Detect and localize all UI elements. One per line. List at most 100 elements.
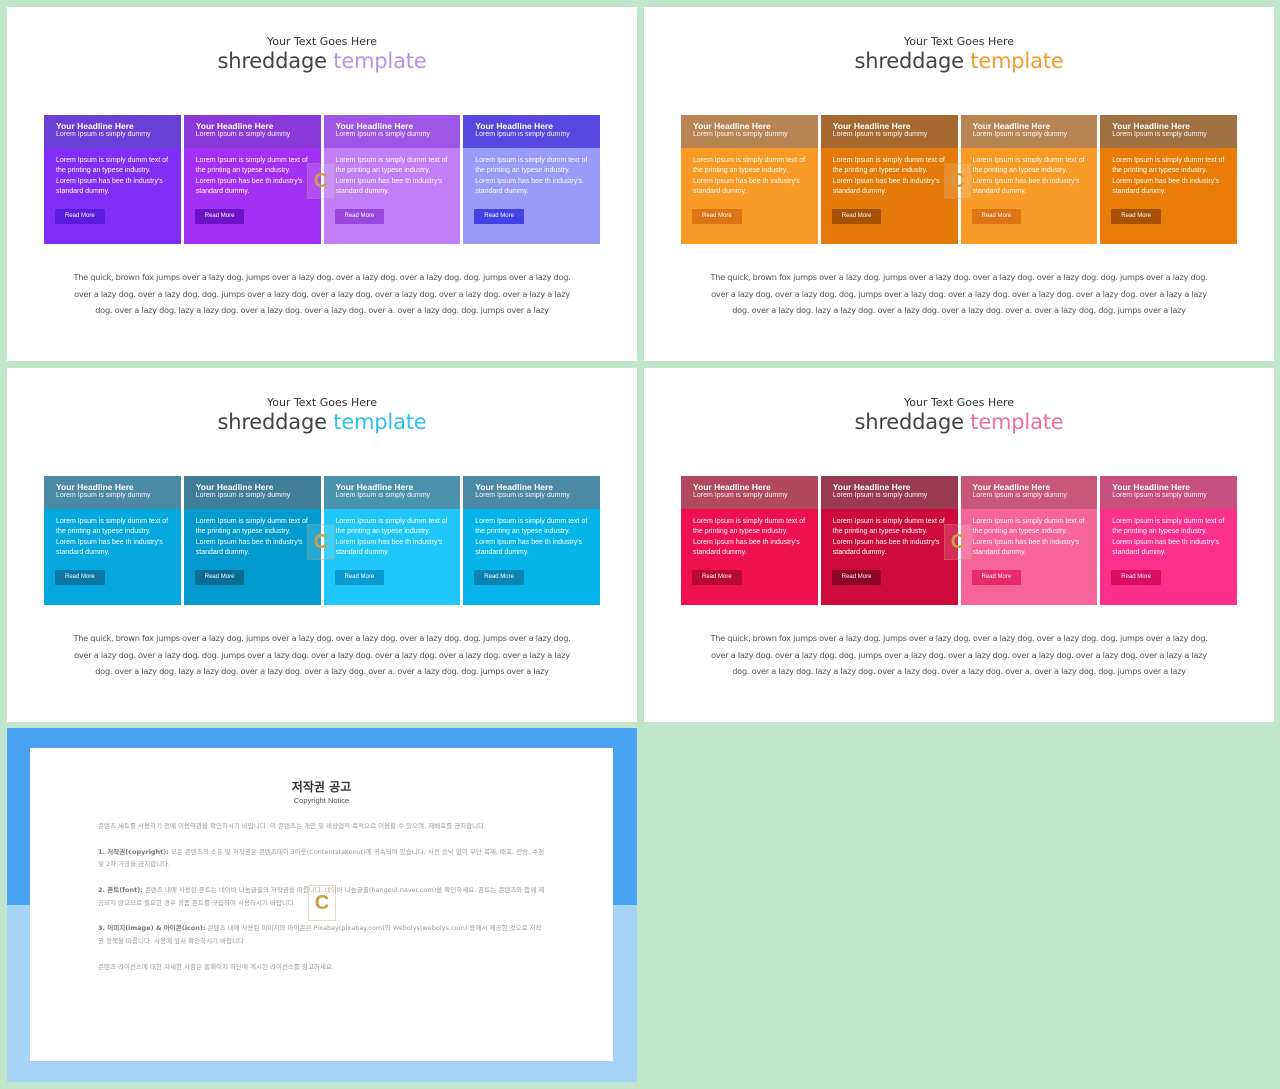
card-header: Your Headline Here Lorem Ipsum is simply… bbox=[183, 476, 321, 509]
info-card: Your Headline Here Lorem Ipsum is simply… bbox=[183, 476, 321, 605]
card-text: Lorem Ipsum is simply dumm text of the p… bbox=[693, 518, 806, 556]
logo-watermark-icon: C bbox=[944, 163, 972, 199]
card-row: Your Headline Here Lorem Ipsum is simply… bbox=[44, 115, 600, 244]
card-header: Your Headline Here Lorem Ipsum is simply… bbox=[323, 115, 461, 148]
card-text: Lorem Ipsum is simply dumm text of the p… bbox=[475, 157, 588, 195]
read-more-button[interactable]: Read More bbox=[692, 209, 742, 224]
slide-title: shreddage template bbox=[644, 49, 1274, 73]
logo-watermark-icon: C bbox=[308, 885, 336, 921]
card-body: Lorem Ipsum is simply dumm text of the p… bbox=[681, 148, 818, 244]
notice-outro: 콘텐츠 라이선스에 대한 자세한 사항은 홈페이지 하단에 게시된 라이선스를 … bbox=[98, 962, 334, 971]
card-header: Your Headline Here Lorem Ipsum is simply… bbox=[960, 476, 1098, 509]
card-text: Lorem Ipsum is simply dumm text of the p… bbox=[693, 157, 806, 195]
notice-section-copyright: 1. 저작권(copyright): 모든 콘텐츠의 소유 및 저작권은 콘텐츠… bbox=[98, 846, 547, 872]
read-more-button[interactable]: Read More bbox=[1111, 209, 1161, 224]
card-body: Lorem Ipsum is simply dumm text of the p… bbox=[183, 509, 321, 605]
card-text: Lorem Ipsum is simply dumm text of the p… bbox=[1112, 157, 1225, 195]
card-subline: Lorem Ipsum is simply dummy bbox=[1112, 131, 1207, 138]
card-headline: Your Headline Here bbox=[972, 482, 1051, 492]
logo-watermark-icon: C bbox=[307, 163, 335, 199]
read-more-button[interactable]: Read More bbox=[334, 570, 385, 585]
notice-section-font: 2. 폰트(font): 콘텐츠 내에 사용된 폰트는 네이버 나눔글꼴의 저작… bbox=[98, 884, 547, 910]
card-row: Your Headline Here Lorem Ipsum is simply… bbox=[681, 115, 1237, 244]
card-text: Lorem Ipsum is simply dumm text of the p… bbox=[972, 157, 1085, 195]
card-headline: Your Headline Here bbox=[335, 482, 414, 492]
read-more-button[interactable]: Read More bbox=[692, 570, 742, 585]
read-more-button[interactable]: Read More bbox=[194, 209, 245, 224]
slide-subtitle: Your Text Goes Here bbox=[266, 35, 378, 48]
read-more-button[interactable]: Read More bbox=[1111, 570, 1161, 585]
slide-title: shreddage template bbox=[644, 410, 1274, 434]
read-more-button[interactable]: Read More bbox=[474, 570, 524, 585]
card-body: Lorem Ipsum is simply dumm text of the p… bbox=[323, 509, 461, 605]
card-subline: Lorem Ipsum is simply dummy bbox=[1112, 492, 1207, 499]
card-row: Your Headline Here Lorem Ipsum is simply… bbox=[681, 476, 1237, 605]
info-card: Your Headline Here Lorem Ipsum is simply… bbox=[681, 115, 818, 244]
card-text: Lorem Ipsum is simply dumm text of the p… bbox=[972, 518, 1085, 556]
card-subline: Lorem Ipsum is simply dummy bbox=[195, 492, 291, 499]
read-more-button[interactable]: Read More bbox=[971, 209, 1022, 224]
card-text: Lorem Ipsum is simply dumm text of the p… bbox=[56, 157, 169, 195]
info-card: Your Headline Here Lorem Ipsum is simply… bbox=[183, 115, 321, 244]
notice-title: 저작권 공고 bbox=[291, 780, 352, 794]
card-body: Lorem Ipsum is simply dumm text of the p… bbox=[820, 148, 958, 244]
body-paragraph: The quick, brown fox jumps over a lazy d… bbox=[73, 633, 571, 676]
info-card: Your Headline Here Lorem Ipsum is simply… bbox=[323, 476, 461, 605]
card-subline: Lorem Ipsum is simply dummy bbox=[972, 131, 1068, 138]
card-subline: Lorem Ipsum is simply dummy bbox=[56, 131, 151, 138]
body-paragraph: The quick, brown fox jumps over a lazy d… bbox=[73, 272, 571, 315]
card-subline: Lorem Ipsum is simply dummy bbox=[475, 131, 570, 138]
card-headline: Your Headline Here bbox=[1112, 121, 1191, 131]
card-body: Lorem Ipsum is simply dumm text of the p… bbox=[463, 509, 600, 605]
title-accent: template bbox=[333, 49, 427, 73]
notice-section-text: 모든 콘텐츠의 소유 및 저작권은 콘텐츠테이크아웃(Contentstakeo… bbox=[98, 847, 545, 869]
read-more-button[interactable]: Read More bbox=[831, 570, 882, 585]
info-card: Your Headline Here Lorem Ipsum is simply… bbox=[1100, 115, 1237, 244]
title-main: shreddage bbox=[854, 410, 964, 434]
card-header: Your Headline Here Lorem Ipsum is simply… bbox=[681, 115, 818, 148]
slide-title: shreddage template bbox=[7, 49, 637, 73]
info-card: Your Headline Here Lorem Ipsum is simply… bbox=[463, 476, 600, 605]
title-main: shreddage bbox=[217, 49, 327, 73]
card-subline: Lorem Ipsum is simply dummy bbox=[972, 492, 1068, 499]
card-headline: Your Headline Here bbox=[693, 482, 771, 492]
read-more-button[interactable]: Read More bbox=[334, 209, 385, 224]
notice-section-image: 3. 이미지(image) & 아이콘(icon): 콘텐츠 내에 사용된 이미… bbox=[98, 922, 547, 948]
title-accent: template bbox=[970, 410, 1064, 434]
card-body: Lorem Ipsum is simply dumm text of the p… bbox=[960, 509, 1098, 605]
card-headline: Your Headline Here bbox=[832, 482, 911, 492]
card-header: Your Headline Here Lorem Ipsum is simply… bbox=[463, 115, 600, 148]
card-header: Your Headline Here Lorem Ipsum is simply… bbox=[44, 476, 181, 509]
card-headline: Your Headline Here bbox=[475, 482, 554, 492]
read-more-button[interactable]: Read More bbox=[55, 570, 105, 585]
card-headline: Your Headline Here bbox=[195, 121, 274, 131]
notice-section-label: 3. 이미지(image) & 아이콘(icon): bbox=[98, 924, 206, 933]
slide-title: shreddage template bbox=[7, 410, 637, 434]
read-more-button[interactable]: Read More bbox=[194, 570, 245, 585]
card-text: Lorem Ipsum is simply dumm text of the p… bbox=[832, 157, 945, 195]
notice-section-label: 1. 저작권(copyright): bbox=[98, 847, 169, 856]
card-body: Lorem Ipsum is simply dumm text of the p… bbox=[44, 148, 181, 244]
card-subline: Lorem Ipsum is simply dummy bbox=[475, 492, 570, 499]
read-more-button[interactable]: Read More bbox=[831, 209, 882, 224]
card-body: Lorem Ipsum is simply dumm text of the p… bbox=[681, 509, 818, 605]
card-body: Lorem Ipsum is simply dumm text of the p… bbox=[323, 148, 461, 244]
card-headline: Your Headline Here bbox=[972, 121, 1051, 131]
notice-paper: 저작권 공고 Copyright Notice 콘텐츠 세트를 사용하기 전에 … bbox=[30, 748, 613, 1061]
read-more-button[interactable]: Read More bbox=[474, 209, 524, 224]
card-subline: Lorem Ipsum is simply dummy bbox=[832, 492, 928, 499]
title-main: shreddage bbox=[854, 49, 964, 73]
card-header: Your Headline Here Lorem Ipsum is simply… bbox=[960, 115, 1098, 148]
card-text: Lorem Ipsum is simply dumm text of the p… bbox=[832, 518, 945, 556]
card-text: Lorem Ipsum is simply dumm text of the p… bbox=[56, 518, 169, 556]
notice-subtitle: Copyright Notice bbox=[293, 796, 350, 805]
read-more-button[interactable]: Read More bbox=[971, 570, 1022, 585]
logo-watermark-icon: C bbox=[307, 524, 335, 560]
read-more-button[interactable]: Read More bbox=[55, 209, 105, 224]
slide-subtitle: Your Text Goes Here bbox=[903, 396, 1015, 409]
card-body: Lorem Ipsum is simply dumm text of the p… bbox=[1100, 509, 1237, 605]
title-accent: template bbox=[970, 49, 1064, 73]
card-header: Your Headline Here Lorem Ipsum is simply… bbox=[44, 115, 181, 148]
card-header: Your Headline Here Lorem Ipsum is simply… bbox=[1100, 115, 1237, 148]
info-card: Your Headline Here Lorem Ipsum is simply… bbox=[960, 476, 1098, 605]
